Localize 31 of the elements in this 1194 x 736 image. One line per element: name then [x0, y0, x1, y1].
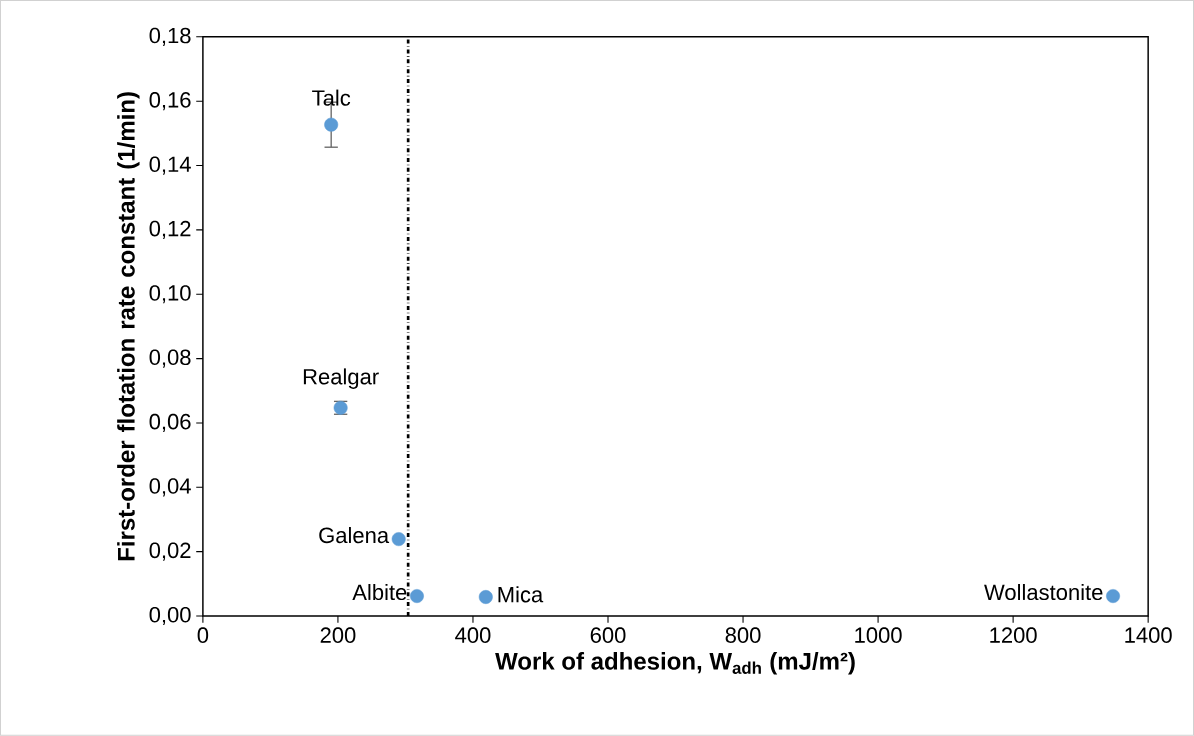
point	[478, 590, 493, 605]
y-tick-label: 0,08	[149, 349, 191, 368]
point	[409, 589, 424, 604]
y-tick-label: 0,04	[149, 478, 191, 497]
x-tick-label: 1200	[990, 627, 1037, 644]
point	[324, 117, 339, 132]
y-tick-label: 0,18	[149, 27, 191, 46]
x-tick-label: 1400	[1125, 627, 1172, 644]
x-axis-title: Work of adhesion, W$_{adh}$ (mJ/m²)	[495, 652, 855, 675]
x-tick-label: 1000	[855, 627, 902, 644]
annotation: Galena	[319, 527, 390, 544]
x-tick-label: 800	[725, 627, 761, 644]
annotation: Albite	[352, 584, 407, 601]
x-tick-label: 0	[197, 627, 209, 644]
y-axis-title: First-order flotation rate constant (1/min)	[117, 92, 140, 561]
x-tick-label: 600	[590, 627, 626, 644]
annotation: Talc	[312, 89, 351, 106]
y-tick-label: 0,14	[149, 156, 191, 175]
x-tick-label: 200	[320, 627, 356, 644]
x-tick-label: 400	[455, 627, 491, 644]
annotation: Mica	[498, 586, 544, 603]
y-tick-label: 0,12	[149, 220, 191, 240]
y-tick-label: 0,02	[149, 542, 191, 561]
y-tick-label: 0,16	[149, 92, 191, 111]
annotation: Realgar	[303, 368, 379, 389]
y-tick-label: 0,10	[149, 285, 191, 304]
point	[391, 532, 406, 547]
y-tick-label: 0,06	[149, 413, 191, 433]
point	[1106, 589, 1120, 604]
y-tick-label: 0,00	[149, 606, 191, 626]
annotation: Wollastonite	[984, 584, 1103, 601]
